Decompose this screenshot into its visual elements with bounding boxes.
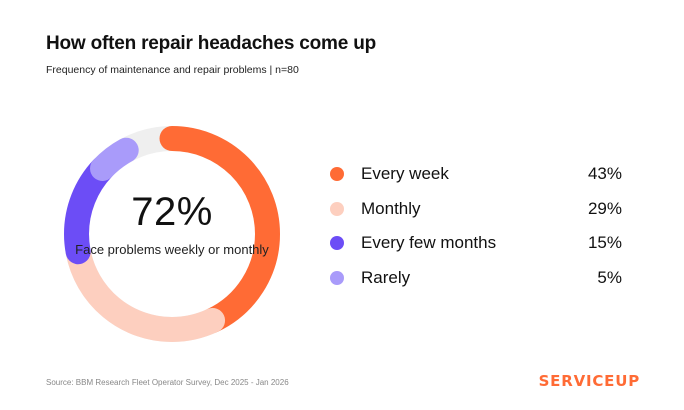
- chart-title: How often repair headaches come up: [46, 33, 377, 54]
- legend-label: Monthly: [361, 198, 421, 218]
- legend-item-every-week: Every week 43%: [330, 157, 622, 192]
- source-note: Source: BBM Research Fleet Operator Surv…: [46, 378, 289, 387]
- donut-slice-every-few-months: [64, 126, 280, 342]
- donut-chart: [64, 126, 280, 342]
- legend-label: Every week: [361, 164, 449, 184]
- legend-value: 43%: [587, 164, 622, 184]
- legend-swatch: [330, 201, 344, 216]
- donut-slice-every-week: [64, 126, 280, 342]
- brand-logo: SERVICEUP: [538, 372, 640, 390]
- center-percentage: 72%: [131, 190, 213, 234]
- legend-label: Rarely: [361, 267, 411, 287]
- legend-item-rarely: Rarely 5%: [330, 261, 622, 296]
- legend-value: 15%: [587, 233, 622, 253]
- legend: Every week 43% Monthly 29% Every few mon…: [330, 157, 622, 295]
- chart-subtitle: Frequency of maintenance and repair prob…: [46, 64, 299, 76]
- legend-value: 5%: [597, 267, 622, 287]
- legend-label: Every few months: [361, 233, 497, 253]
- legend-swatch: [330, 270, 344, 285]
- legend-swatch: [330, 236, 344, 251]
- center-caption: Face problems weekly or monthly: [75, 242, 269, 257]
- legend-item-every-few-months: Every few months 15%: [330, 226, 622, 261]
- legend-value: 29%: [587, 198, 622, 218]
- legend-item-monthly: Monthly 29%: [330, 192, 622, 227]
- legend-swatch: [330, 167, 344, 182]
- donut-slice-monthly: [64, 126, 280, 342]
